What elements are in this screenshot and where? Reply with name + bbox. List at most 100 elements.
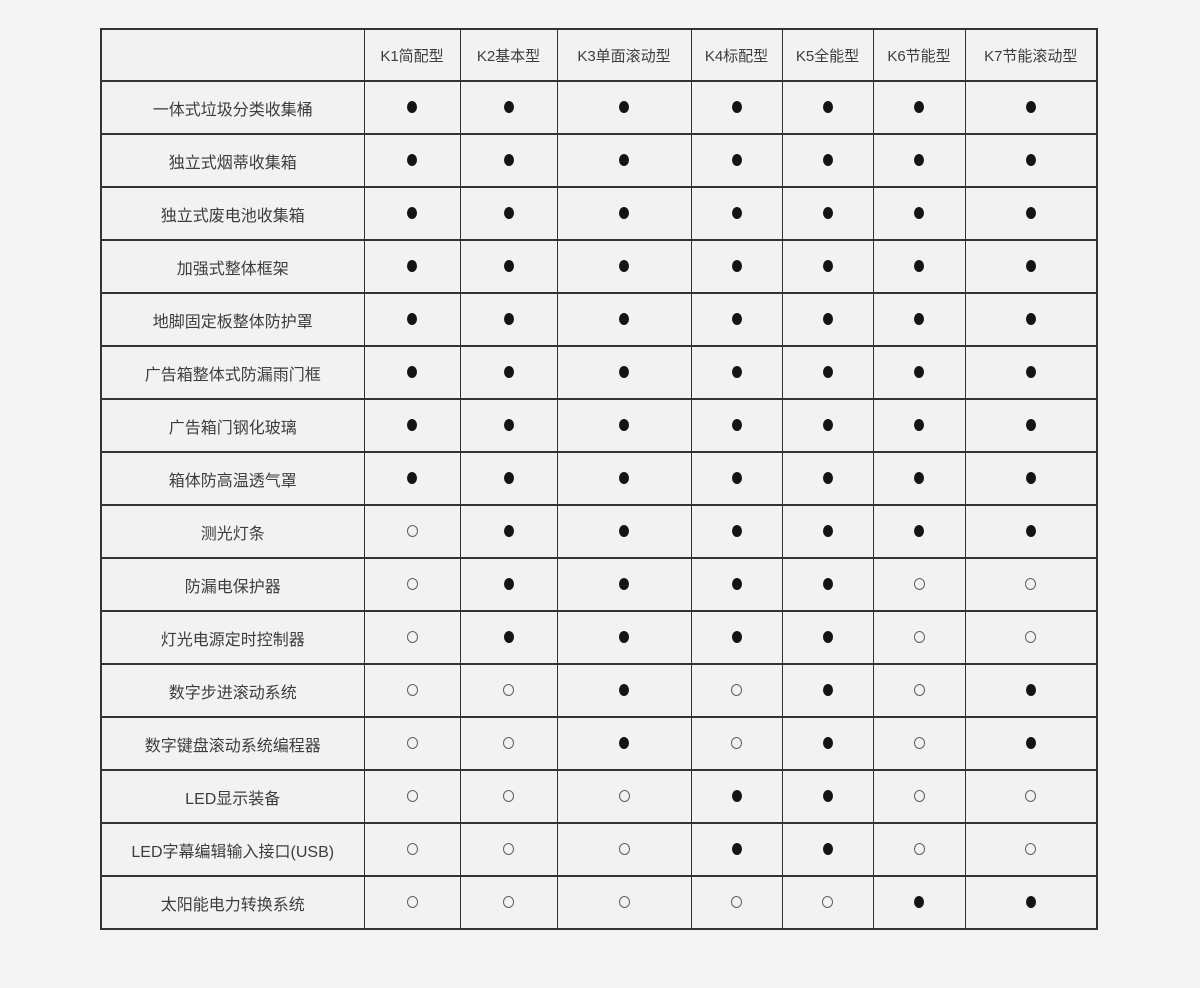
feature-cell <box>964 292 1098 347</box>
filled-circle-icon <box>619 737 629 750</box>
hollow-circle-icon <box>503 896 514 909</box>
hollow-circle-icon <box>1025 843 1037 856</box>
feature-cell <box>363 451 461 506</box>
filled-circle-icon <box>914 472 924 485</box>
feature-cell <box>781 133 874 188</box>
feature-cell <box>363 610 461 665</box>
table-row: 独立式废电池收集箱 <box>100 186 1098 241</box>
filled-circle-icon <box>914 313 924 326</box>
hollow-circle-icon <box>618 790 630 803</box>
filled-circle-icon <box>503 154 514 167</box>
hollow-circle-icon <box>731 684 742 697</box>
hollow-circle-icon <box>913 684 925 697</box>
filled-circle-icon <box>731 313 742 326</box>
feature-cell <box>690 557 783 612</box>
filled-circle-icon <box>914 525 924 538</box>
feature-cell <box>556 80 692 135</box>
feature-cell <box>556 610 692 665</box>
filled-circle-icon <box>1025 313 1036 326</box>
feature-cell <box>964 769 1098 824</box>
feature-cell <box>690 292 783 347</box>
feature-cell <box>964 345 1098 400</box>
feature-cell <box>690 875 783 930</box>
feature-cell <box>872 133 966 188</box>
feature-cell <box>690 186 783 241</box>
feature-cell <box>781 557 874 612</box>
feature-label: LED显示装备 <box>100 769 365 824</box>
hollow-circle-icon <box>503 737 514 750</box>
feature-cell <box>964 822 1098 877</box>
feature-cell <box>964 451 1098 506</box>
hollow-circle-icon <box>406 631 418 644</box>
feature-cell <box>556 875 692 930</box>
filled-circle-icon <box>1025 896 1036 909</box>
feature-label: 防漏电保护器 <box>100 557 365 612</box>
hollow-circle-icon <box>822 896 833 909</box>
filled-circle-icon <box>1025 366 1036 379</box>
filled-circle-icon <box>731 154 742 167</box>
table-row: 地脚固定板整体防护罩 <box>100 292 1098 347</box>
filled-circle-icon <box>822 260 833 273</box>
feature-cell <box>872 239 966 294</box>
feature-label: 一体式垃圾分类收集桶 <box>100 80 365 135</box>
feature-cell <box>363 875 461 930</box>
table-row: 独立式烟蒂收集箱 <box>100 133 1098 188</box>
filled-circle-icon <box>407 260 417 273</box>
hollow-circle-icon <box>913 737 925 750</box>
column-header-k5: K5全能型 <box>781 28 874 82</box>
filled-circle-icon <box>914 154 924 167</box>
feature-cell <box>872 663 966 718</box>
feature-label: LED字幕编辑输入接口(USB) <box>100 822 365 877</box>
feature-cell <box>781 504 874 559</box>
feature-cell <box>459 557 558 612</box>
feature-cell <box>459 133 558 188</box>
product-comparison-section: K1简配型 K2基本型 K3单面滚动型 K4标配型 K5全能型 K6节能型 K7节能滚动型 … <box>100 28 1098 930</box>
comparison-table: K1简配型 K2基本型 K3单面滚动型 K4标配型 K5全能型 K6节能型 K7节能滚动型 … <box>100 28 1098 930</box>
hollow-circle-icon <box>731 737 742 750</box>
filled-circle-icon <box>731 578 742 591</box>
filled-circle-icon <box>503 207 514 220</box>
table-row: LED显示装备 <box>100 769 1098 824</box>
filled-circle-icon <box>731 525 742 538</box>
filled-circle-icon <box>822 525 833 538</box>
table-row: 广告箱整体式防漏雨门框 <box>100 345 1098 400</box>
feature-label: 地脚固定板整体防护罩 <box>100 292 365 347</box>
filled-circle-icon <box>1025 419 1036 432</box>
feature-cell <box>556 186 692 241</box>
feature-cell <box>363 504 461 559</box>
hollow-circle-icon <box>406 843 418 856</box>
filled-circle-icon <box>619 366 629 379</box>
feature-cell <box>556 398 692 453</box>
feature-cell <box>363 345 461 400</box>
filled-circle-icon <box>914 260 924 273</box>
feature-cell <box>872 80 966 135</box>
filled-circle-icon <box>914 896 924 909</box>
feature-cell <box>459 345 558 400</box>
feature-label: 数字步进滚动系统 <box>100 663 365 718</box>
feature-cell <box>556 663 692 718</box>
filled-circle-icon <box>407 313 417 326</box>
corner-cell <box>100 28 365 82</box>
hollow-circle-icon <box>913 631 925 644</box>
hollow-circle-icon <box>406 525 418 538</box>
feature-cell <box>459 875 558 930</box>
feature-cell <box>556 345 692 400</box>
feature-label: 独立式废电池收集箱 <box>100 186 365 241</box>
feature-label: 广告箱门钢化玻璃 <box>100 398 365 453</box>
filled-circle-icon <box>731 366 742 379</box>
feature-cell <box>363 80 461 135</box>
feature-cell <box>363 186 461 241</box>
hollow-circle-icon <box>618 896 630 909</box>
table-row: 广告箱门钢化玻璃 <box>100 398 1098 453</box>
feature-cell <box>964 133 1098 188</box>
filled-circle-icon <box>503 472 514 485</box>
feature-cell <box>964 875 1098 930</box>
feature-cell <box>459 822 558 877</box>
feature-cell <box>690 610 783 665</box>
feature-label: 太阳能电力转换系统 <box>100 875 365 930</box>
feature-cell <box>556 557 692 612</box>
feature-cell <box>690 345 783 400</box>
filled-circle-icon <box>503 419 514 432</box>
feature-cell <box>556 504 692 559</box>
filled-circle-icon <box>407 154 417 167</box>
